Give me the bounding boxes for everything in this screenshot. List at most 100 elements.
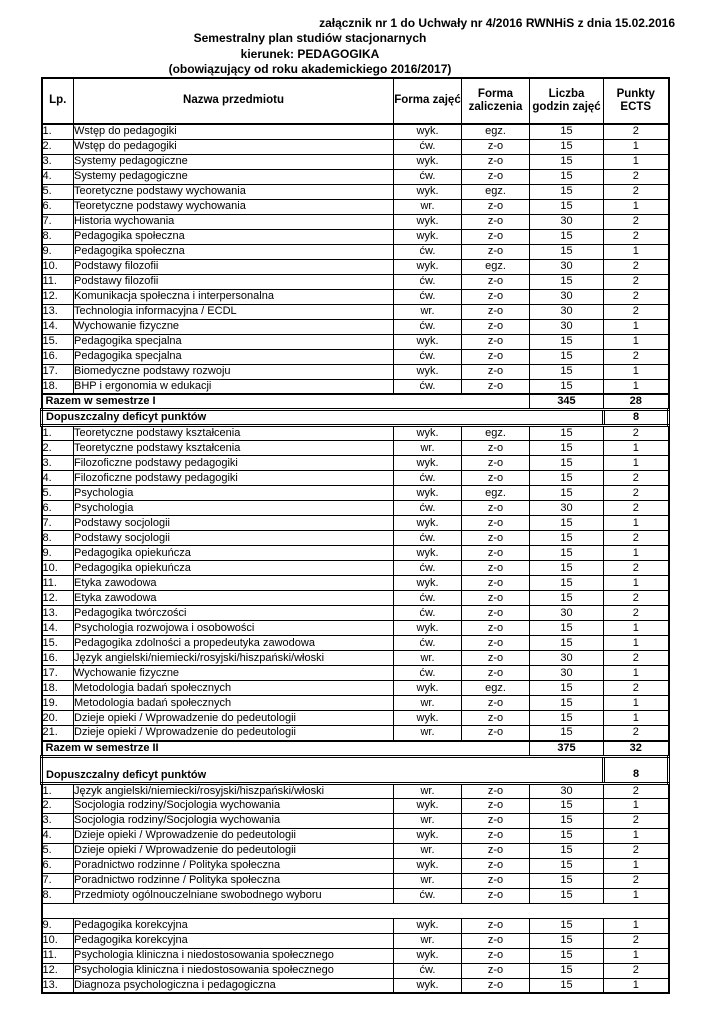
table-row: 8. Podstawy socjologii ćw. z-o 15 2 — [41, 530, 669, 546]
cell-credit-form: z-o — [461, 455, 530, 471]
cell-ects: 2 — [603, 485, 669, 501]
cell-ects: 1 — [603, 797, 669, 814]
cell-credit-form: z-o — [461, 605, 530, 621]
cell-lp: 16. — [41, 650, 74, 666]
cell-ects: 2 — [603, 530, 669, 546]
cell-hours: 30 — [529, 665, 604, 681]
cell-class-form: ćw. — [393, 318, 462, 335]
cell-hours: 15 — [529, 425, 604, 441]
semester1-rows: 1. Wstęp do pedagogiki wyk. egz. 15 2 2. Wstęp … — [41, 123, 669, 395]
cell-lp: 8. — [41, 530, 74, 546]
table-row: 11. Psychologia kliniczna i niedostosowan… — [41, 947, 669, 964]
document-title: Semestralny plan studiów stacjonarnych — [193, 31, 427, 46]
semester2-total-row: Razem w semestrze II 375 32 — [41, 739, 669, 757]
cell-lp: 13. — [41, 605, 74, 621]
table-row: 7. Poradnictwo rodzinne / Polityka społec… — [41, 872, 669, 889]
cell-ects: 2 — [603, 470, 669, 486]
cell-lp: 15. — [41, 635, 74, 651]
cell-credit-form: z-o — [461, 725, 530, 741]
cell-subject-name: Systemy pedagogiczne — [73, 153, 394, 170]
cell-class-form: ćw. — [393, 962, 462, 979]
cell-lp: 8. — [41, 887, 74, 904]
table-row: 12. Etyka zawodowa ćw. z-o 15 2 — [41, 590, 669, 606]
cell-credit-form: z-o — [461, 812, 530, 829]
cell-subject-name: Pedagogika społeczna — [73, 243, 394, 260]
cell-hours: 15 — [529, 887, 604, 904]
cell-subject-name: Podstawy filozofii — [73, 258, 394, 275]
table-row: 8. Przedmioty ogólnouczelniane swobodnego… — [41, 887, 669, 904]
cell-subject-name: Metodologia badań społecznych — [73, 695, 394, 711]
table-row: 16. Język angielski/niemiecki/rosyjski/hi… — [41, 650, 669, 666]
cell-ects: 1 — [603, 977, 669, 994]
cell-subject-name: Psychologia — [73, 485, 394, 501]
cell-subject-name: Wstęp do pedagogiki — [73, 123, 394, 140]
cell-hours: 15 — [529, 872, 604, 889]
cell-ects: 2 — [603, 228, 669, 245]
cell-class-form: wr. — [393, 650, 462, 666]
cell-lp: 7. — [41, 872, 74, 889]
cell-lp: 6. — [41, 500, 74, 516]
cell-subject-name: Język angielski/niemiecki/rosyjski/hiszp… — [73, 782, 394, 799]
cell-ects: 1 — [603, 917, 669, 934]
cell-class-form: wyk. — [393, 827, 462, 844]
cell-lp: 21. — [41, 725, 74, 741]
cell-class-form: wyk. — [393, 545, 462, 561]
cell-subject-name: Pedagogika opiekuńcza — [73, 545, 394, 561]
cell-credit-form: z-o — [461, 887, 530, 904]
cell-ects: 2 — [603, 123, 669, 140]
validity-line: (obowiązujący od roku akademickiego 2016… — [168, 61, 452, 76]
cell-subject-name: Systemy pedagogiczne — [73, 168, 394, 185]
cell-subject-name: Pedagogika specjalna — [73, 333, 394, 350]
cell-ects: 1 — [603, 515, 669, 531]
cell-subject-name: Wstęp do pedagogiki — [73, 138, 394, 155]
cell-lp: 11. — [41, 273, 74, 290]
cell-credit-form: z-o — [461, 977, 530, 994]
cell-lp: 12. — [41, 288, 74, 305]
table-row: 4. Dzieje opieki / Wprowadzenie do pedeut… — [41, 827, 669, 844]
cell-ects: 2 — [603, 932, 669, 949]
cell-class-form: wyk. — [393, 153, 462, 170]
cell-subject-name: Pedagogika korekcyjna — [73, 917, 394, 934]
semester1-deficit-ects: 8 — [602, 408, 670, 427]
table-row: 2. Wstęp do pedagogiki ćw. z-o 15 1 — [41, 138, 669, 155]
cell-credit-form: z-o — [461, 500, 530, 516]
cell-credit-form: z-o — [461, 797, 530, 814]
cell-class-form: ćw. — [393, 138, 462, 155]
cell-hours: 15 — [529, 153, 604, 170]
cell-class-form: wr. — [393, 782, 462, 799]
semester2-deficit-ects: 8 — [602, 754, 670, 785]
cell-hours: 15 — [529, 363, 604, 380]
cell-subject-name: Psychologia rozwojowa i osobowości — [73, 620, 394, 636]
cell-credit-form: egz. — [461, 183, 530, 200]
table-row: 21. Dzieje opieki / Wprowadzenie do pedeu… — [41, 725, 669, 741]
cell-ects: 2 — [603, 303, 669, 320]
cell-subject-name: Pedagogika zdolności a propedeutyka zawo… — [73, 635, 394, 651]
cell-hours: 15 — [529, 695, 604, 711]
cell-ects: 2 — [603, 962, 669, 979]
cell-hours: 15 — [529, 977, 604, 994]
cell-hours: 30 — [529, 288, 604, 305]
table-row: 15. Pedagogika specjalna wyk. z-o 15 1 — [41, 333, 669, 350]
cell-subject-name: Socjologia rodziny/Socjologia wychowania — [73, 812, 394, 829]
cell-ects: 2 — [603, 560, 669, 576]
cell-class-form: wyk. — [393, 710, 462, 726]
cell-ects: 2 — [603, 273, 669, 290]
cell-hours: 15 — [529, 530, 604, 546]
cell-ects: 2 — [603, 842, 669, 859]
cell-lp: 18. — [41, 378, 74, 395]
table-row: 17. Wychowanie fizyczne ćw. z-o 30 1 — [41, 665, 669, 681]
cell-subject-name: Pedagogika opiekuńcza — [73, 560, 394, 576]
cell-ects: 2 — [603, 348, 669, 365]
cell-ects: 1 — [603, 198, 669, 215]
cell-credit-form: z-o — [461, 545, 530, 561]
cell-credit-form: z-o — [461, 695, 530, 711]
cell-subject-name: Dzieje opieki / Wprowadzenie do pedeutol… — [73, 725, 394, 741]
table-row: 2. Socjologia rodziny/Socjologia wychowan… — [41, 797, 669, 814]
cell-lp: 16. — [41, 348, 74, 365]
cell-credit-form: z-o — [461, 273, 530, 290]
cell-class-form: wr. — [393, 812, 462, 829]
cell-hours: 30 — [529, 318, 604, 335]
cell-lp: 9. — [41, 545, 74, 561]
cell-credit-form: z-o — [461, 153, 530, 170]
table-row: 4. Systemy pedagogiczne ćw. z-o 15 2 — [41, 168, 669, 185]
